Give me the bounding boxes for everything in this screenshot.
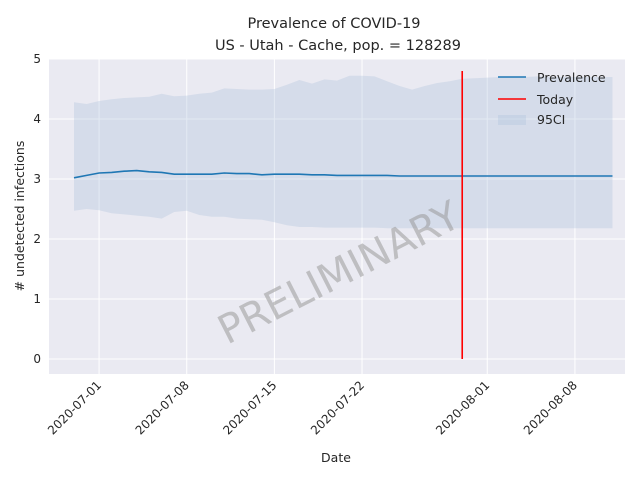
legend-prevalence-label: Prevalence — [537, 70, 606, 85]
chart-title: Prevalence of COVID-19 — [247, 16, 420, 32]
y-tick-label: 1 — [33, 292, 41, 306]
y-axis-label: # undetected infections — [12, 141, 27, 292]
y-tick-label: 3 — [33, 172, 41, 186]
y-tick-label: 2 — [33, 232, 41, 246]
confidence-band — [74, 75, 613, 229]
legend: Prevalence Today 95CI — [498, 70, 606, 127]
prevalence-line — [73, 169, 613, 179]
legend-today-label: Today — [536, 92, 574, 107]
y-tick-labels: 0 1 2 3 4 5 — [33, 52, 41, 366]
y-tick-label: 4 — [33, 112, 41, 126]
y-tick-label: 5 — [33, 52, 41, 66]
x-axis-label: Date — [321, 450, 351, 465]
grid-lines — [49, 58, 625, 374]
y-tick-label: 0 — [33, 352, 41, 366]
plot-area — [49, 59, 625, 374]
chart-subtitle: US - Utah - Cache, pop. = 128289 — [215, 38, 461, 54]
legend-95ci-swatch — [498, 115, 526, 125]
legend-95ci-label: 95CI — [537, 112, 565, 127]
